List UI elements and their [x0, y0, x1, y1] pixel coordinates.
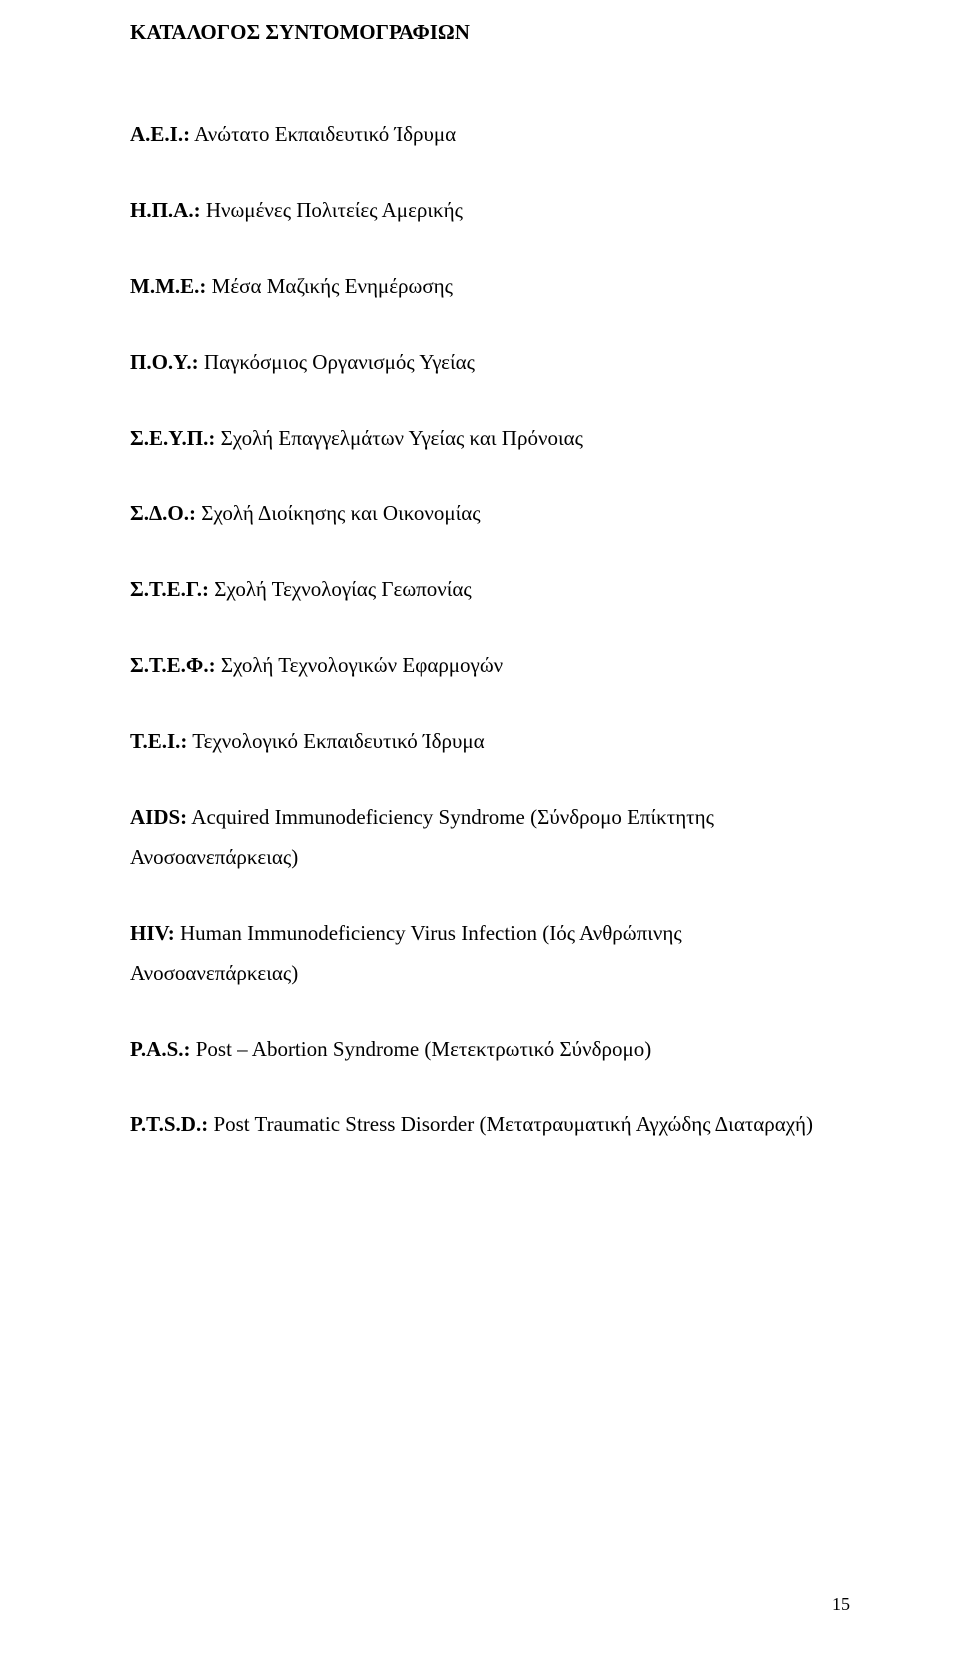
abbr-entry-ptsd: P.T.S.D.: Post Traumatic Stress Disorder…: [130, 1105, 850, 1145]
page-title: ΚΑΤΑΛΟΓΟΣ ΣΥΝΤΟΜΟΓΡΑΦΙΩΝ: [130, 20, 850, 45]
abbr-entry-sdo: Σ.Δ.Ο.: Σχολή Διοίκησης και Οικονομίας: [130, 494, 850, 534]
abbr-entry-mme: Μ.Μ.Ε.: Μέσα Μαζικής Ενημέρωσης: [130, 267, 850, 307]
abbr-definition: Σχολή Επαγγελμάτων Υγείας και Πρόνοιας: [215, 426, 583, 450]
abbr-label: P.A.S.:: [130, 1037, 191, 1061]
abbr-definition: Ανώτατο Εκπαιδευτικό Ίδρυμα: [190, 122, 456, 146]
abbr-label: Σ.Ε.Υ.Π.:: [130, 426, 215, 450]
abbr-label: Η.Π.Α.:: [130, 198, 201, 222]
page-number: 15: [832, 1594, 850, 1615]
abbr-label: HIV:: [130, 921, 175, 945]
abbr-definition: Σχολή Τεχνολογίας Γεωπονίας: [209, 577, 472, 601]
abbr-entry-pas: P.A.S.: Post – Abortion Syndrome (Μετεκτ…: [130, 1030, 850, 1070]
abbr-definition: Παγκόσμιος Οργανισμός Υγείας: [199, 350, 475, 374]
abbr-label: AIDS:: [130, 805, 187, 829]
abbr-entry-aei: Α.Ε.Ι.: Ανώτατο Εκπαιδευτικό Ίδρυμα: [130, 115, 850, 155]
abbr-label: Τ.Ε.Ι.:: [130, 729, 187, 753]
abbr-entry-aids: AIDS: Acquired Immunodeficiency Syndrome…: [130, 798, 850, 878]
abbr-entry-stef: Σ.Τ.Ε.Φ.: Σχολή Τεχνολογικών Εφαρμογών: [130, 646, 850, 686]
abbr-label: Α.Ε.Ι.:: [130, 122, 190, 146]
abbr-entry-poy: Π.Ο.Υ.: Παγκόσμιος Οργανισμός Υγείας: [130, 343, 850, 383]
abbr-label: Μ.Μ.Ε.:: [130, 274, 206, 298]
abbr-entry-hpa: Η.Π.Α.: Ηνωμένες Πολιτείες Αμερικής: [130, 191, 850, 231]
abbr-definition-line2: Ανοσοανεπάρκειας): [130, 845, 298, 869]
abbr-label: Σ.Τ.Ε.Γ.:: [130, 577, 209, 601]
abbr-definition-line2: Ανοσοανεπάρκειας): [130, 961, 298, 985]
abbr-entry-steg: Σ.Τ.Ε.Γ.: Σχολή Τεχνολογίας Γεωπονίας: [130, 570, 850, 610]
abbr-definition: Post – Abortion Syndrome (Μετεκτρωτικό Σ…: [191, 1037, 652, 1061]
abbr-definition: Τεχνολογικό Εκπαιδευτικό Ίδρυμα: [187, 729, 484, 753]
abbr-entry-hiv: HIV: Human Immunodeficiency Virus Infect…: [130, 914, 850, 994]
abbr-label: Σ.Τ.Ε.Φ.:: [130, 653, 216, 677]
abbr-definition: Μέσα Μαζικής Ενημέρωσης: [206, 274, 453, 298]
abbr-definition: Post Traumatic Stress Disorder (Μετατραυ…: [208, 1112, 813, 1136]
abbr-label: Π.Ο.Υ.:: [130, 350, 199, 374]
abbr-definition-line1: Acquired Immunodeficiency Syndrome (Σύνδ…: [187, 805, 714, 829]
abbr-definition: Ηνωμένες Πολιτείες Αμερικής: [201, 198, 463, 222]
abbr-definition-line1: Human Immunodeficiency Virus Infection (…: [175, 921, 682, 945]
abbr-definition: Σχολή Διοίκησης και Οικονομίας: [196, 501, 481, 525]
abbr-entry-seyp: Σ.Ε.Υ.Π.: Σχολή Επαγγελμάτων Υγείας και …: [130, 419, 850, 459]
abbr-definition: Σχολή Τεχνολογικών Εφαρμογών: [216, 653, 504, 677]
abbr-entry-tei: Τ.Ε.Ι.: Τεχνολογικό Εκπαιδευτικό Ίδρυμα: [130, 722, 850, 762]
abbr-label: P.T.S.D.:: [130, 1112, 208, 1136]
abbr-label: Σ.Δ.Ο.:: [130, 501, 196, 525]
